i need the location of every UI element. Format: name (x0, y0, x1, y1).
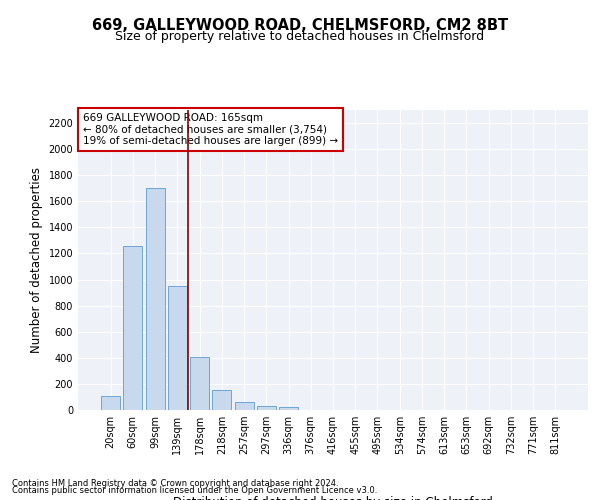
X-axis label: Distribution of detached houses by size in Chelmsford: Distribution of detached houses by size … (173, 496, 493, 500)
Bar (190, 356, 209, 410)
Text: Contains HM Land Registry data © Crown copyright and database right 2024.: Contains HM Land Registry data © Crown c… (12, 478, 338, 488)
Bar (257, 406, 276, 410)
Text: 669, GALLEYWOOD ROAD, CHELMSFORD, CM2 8BT: 669, GALLEYWOOD ROAD, CHELMSFORD, CM2 8B… (92, 18, 508, 32)
Text: Contains public sector information licensed under the Open Government Licence v3: Contains public sector information licen… (12, 486, 377, 495)
Bar (279, 408, 298, 410)
Text: Size of property relative to detached houses in Chelmsford: Size of property relative to detached ho… (115, 30, 485, 43)
Bar (168, 286, 187, 410)
Y-axis label: Number of detached properties: Number of detached properties (30, 167, 43, 353)
Bar (235, 402, 254, 410)
Bar (101, 396, 120, 410)
Bar (124, 246, 142, 410)
Text: 669 GALLEYWOOD ROAD: 165sqm
← 80% of detached houses are smaller (3,754)
19% of : 669 GALLEYWOOD ROAD: 165sqm ← 80% of det… (83, 113, 338, 146)
Bar (212, 390, 231, 410)
Bar (146, 188, 164, 410)
